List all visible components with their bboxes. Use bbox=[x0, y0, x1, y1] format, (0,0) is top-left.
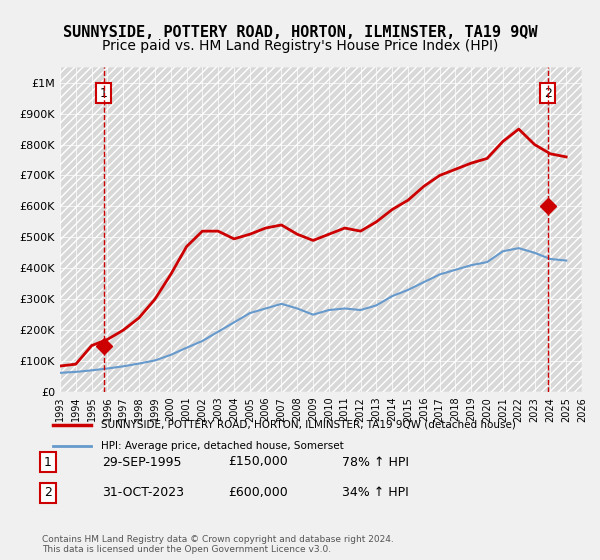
Text: 31-OCT-2023: 31-OCT-2023 bbox=[102, 486, 184, 500]
Text: SUNNYSIDE, POTTERY ROAD, HORTON, ILMINSTER, TA19 9QW (detached house): SUNNYSIDE, POTTERY ROAD, HORTON, ILMINST… bbox=[101, 420, 516, 430]
Text: £600,000: £600,000 bbox=[228, 486, 288, 500]
Text: 2: 2 bbox=[44, 486, 52, 500]
Text: Price paid vs. HM Land Registry's House Price Index (HPI): Price paid vs. HM Land Registry's House … bbox=[102, 39, 498, 53]
Text: 29-SEP-1995: 29-SEP-1995 bbox=[102, 455, 182, 469]
Text: 34% ↑ HPI: 34% ↑ HPI bbox=[342, 486, 409, 500]
Text: 78% ↑ HPI: 78% ↑ HPI bbox=[342, 455, 409, 469]
Text: 1: 1 bbox=[44, 455, 52, 469]
Text: SUNNYSIDE, POTTERY ROAD, HORTON, ILMINSTER, TA19 9QW: SUNNYSIDE, POTTERY ROAD, HORTON, ILMINST… bbox=[63, 25, 537, 40]
Text: Contains HM Land Registry data © Crown copyright and database right 2024.
This d: Contains HM Land Registry data © Crown c… bbox=[42, 535, 394, 554]
Text: 2: 2 bbox=[544, 87, 551, 100]
Text: £150,000: £150,000 bbox=[228, 455, 288, 469]
Text: 1: 1 bbox=[100, 87, 107, 100]
Text: HPI: Average price, detached house, Somerset: HPI: Average price, detached house, Some… bbox=[101, 441, 344, 451]
